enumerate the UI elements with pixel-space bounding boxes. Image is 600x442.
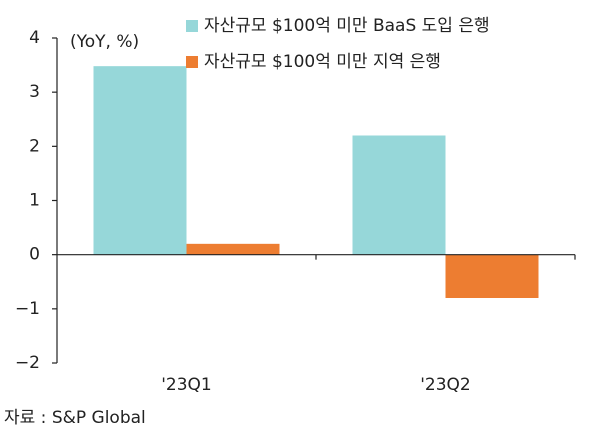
- bar: [186, 243, 280, 255]
- y-tick-label: 4: [29, 28, 40, 48]
- legend-label: 자산규모 $100억 미만 지역 은행: [204, 52, 441, 72]
- y-tick-label: 1: [29, 191, 40, 211]
- x-tick-label: '23Q1: [161, 375, 212, 395]
- y-tick-label: 2: [29, 136, 40, 156]
- x-tick-label: '23Q2: [420, 375, 471, 395]
- source: 자료 : S&P Global: [4, 408, 146, 428]
- bar: [352, 135, 446, 255]
- y-tick-label: −2: [15, 353, 40, 373]
- y-tick-label: −1: [15, 299, 40, 319]
- bar: [445, 254, 539, 298]
- y-tick-label: 3: [29, 82, 40, 102]
- y-axis-label: (YoY, %): [70, 32, 139, 52]
- bar: [93, 66, 187, 255]
- legend-swatch: [186, 20, 198, 32]
- y-tick-label: 0: [29, 245, 40, 265]
- legend-label: 자산규모 $100억 미만 BaaS 도입 은행: [204, 16, 490, 36]
- legend-swatch: [186, 56, 198, 68]
